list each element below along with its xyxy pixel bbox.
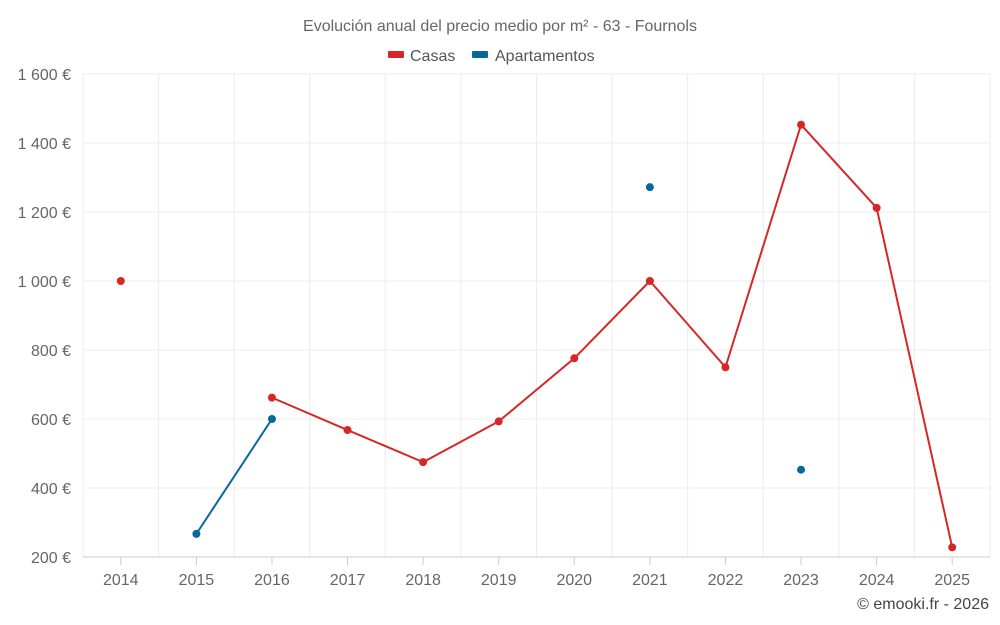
data-point-apartamentos[interactable] [645, 183, 654, 192]
series-line-segment-casas [724, 123, 803, 369]
series-layer [116, 120, 957, 552]
series-line-segment-casas [648, 280, 727, 369]
y-tick-label: 1 400 € [18, 136, 71, 153]
x-tick-label: 2021 [632, 572, 668, 589]
chart-title: Evolución anual del precio medio por m² … [303, 18, 697, 35]
data-point-casas[interactable] [343, 426, 352, 435]
series-casas [116, 120, 957, 552]
data-point-casas[interactable] [645, 277, 654, 285]
x-tick-label: 2023 [783, 572, 819, 589]
series-line-segment-apartamentos [195, 418, 273, 535]
y-tick-label: 1 200 € [18, 205, 71, 222]
series-line-segment-casas [346, 429, 425, 464]
y-tick-label: 1 600 € [18, 67, 71, 84]
data-point-casas[interactable] [721, 363, 730, 372]
series-apartamentos [192, 183, 806, 538]
grid-layer [82, 73, 991, 557]
series-line-segment-casas [422, 420, 500, 464]
data-point-casas[interactable] [116, 277, 125, 285]
credit-text: © emooki.fr - 2026 [857, 596, 989, 613]
x-tick-label: 2014 [103, 572, 139, 589]
x-tick-label: 2022 [708, 572, 744, 589]
x-tick-label: 2016 [254, 572, 290, 589]
x-tick-label: 2020 [556, 572, 592, 589]
data-point-casas[interactable] [797, 120, 806, 129]
legend-label-apartamentos: Apartamentos [495, 48, 595, 65]
axis-layer: 200 € 400 € 600 € 800 € 1 000 € 1 200 € 1 400 … [18, 67, 990, 589]
data-point-apartamentos[interactable] [797, 465, 806, 474]
data-point-apartamentos[interactable] [267, 415, 276, 423]
legend-item-casas[interactable]: Casas [388, 48, 455, 65]
legend-item-apartamentos[interactable]: Apartamentos [472, 48, 595, 65]
legend-swatch-casas [388, 51, 404, 58]
data-point-apartamentos[interactable] [192, 529, 201, 538]
x-tick-label: 2018 [405, 572, 441, 589]
legend: Casas Apartamentos [388, 48, 595, 65]
data-point-casas[interactable] [570, 354, 579, 363]
y-tick-label: 400 € [31, 481, 71, 498]
series-line-segment-casas [573, 280, 651, 360]
data-point-casas[interactable] [267, 393, 276, 402]
data-point-casas[interactable] [419, 458, 428, 467]
y-tick-label: 200 € [31, 550, 71, 567]
legend-swatch-apartamentos [472, 51, 488, 58]
x-tick-label: 2024 [859, 572, 895, 589]
x-tick-label: 2025 [934, 572, 970, 589]
series-line-segment-casas [800, 123, 878, 209]
series-line-segment-casas [875, 206, 954, 549]
data-point-casas[interactable] [948, 543, 957, 552]
y-tick-label: 800 € [31, 343, 71, 360]
y-tick-label: 1 000 € [18, 274, 71, 291]
x-tick-label: 2019 [481, 572, 517, 589]
x-tick-label: 2017 [330, 572, 366, 589]
legend-label-casas: Casas [410, 48, 455, 65]
data-point-casas[interactable] [494, 417, 503, 426]
series-line-segment-casas [270, 396, 349, 432]
x-tick-label: 2015 [179, 572, 215, 589]
series-line-segment-casas [497, 357, 576, 423]
y-tick-label: 600 € [31, 412, 71, 429]
data-point-casas[interactable] [872, 203, 881, 212]
